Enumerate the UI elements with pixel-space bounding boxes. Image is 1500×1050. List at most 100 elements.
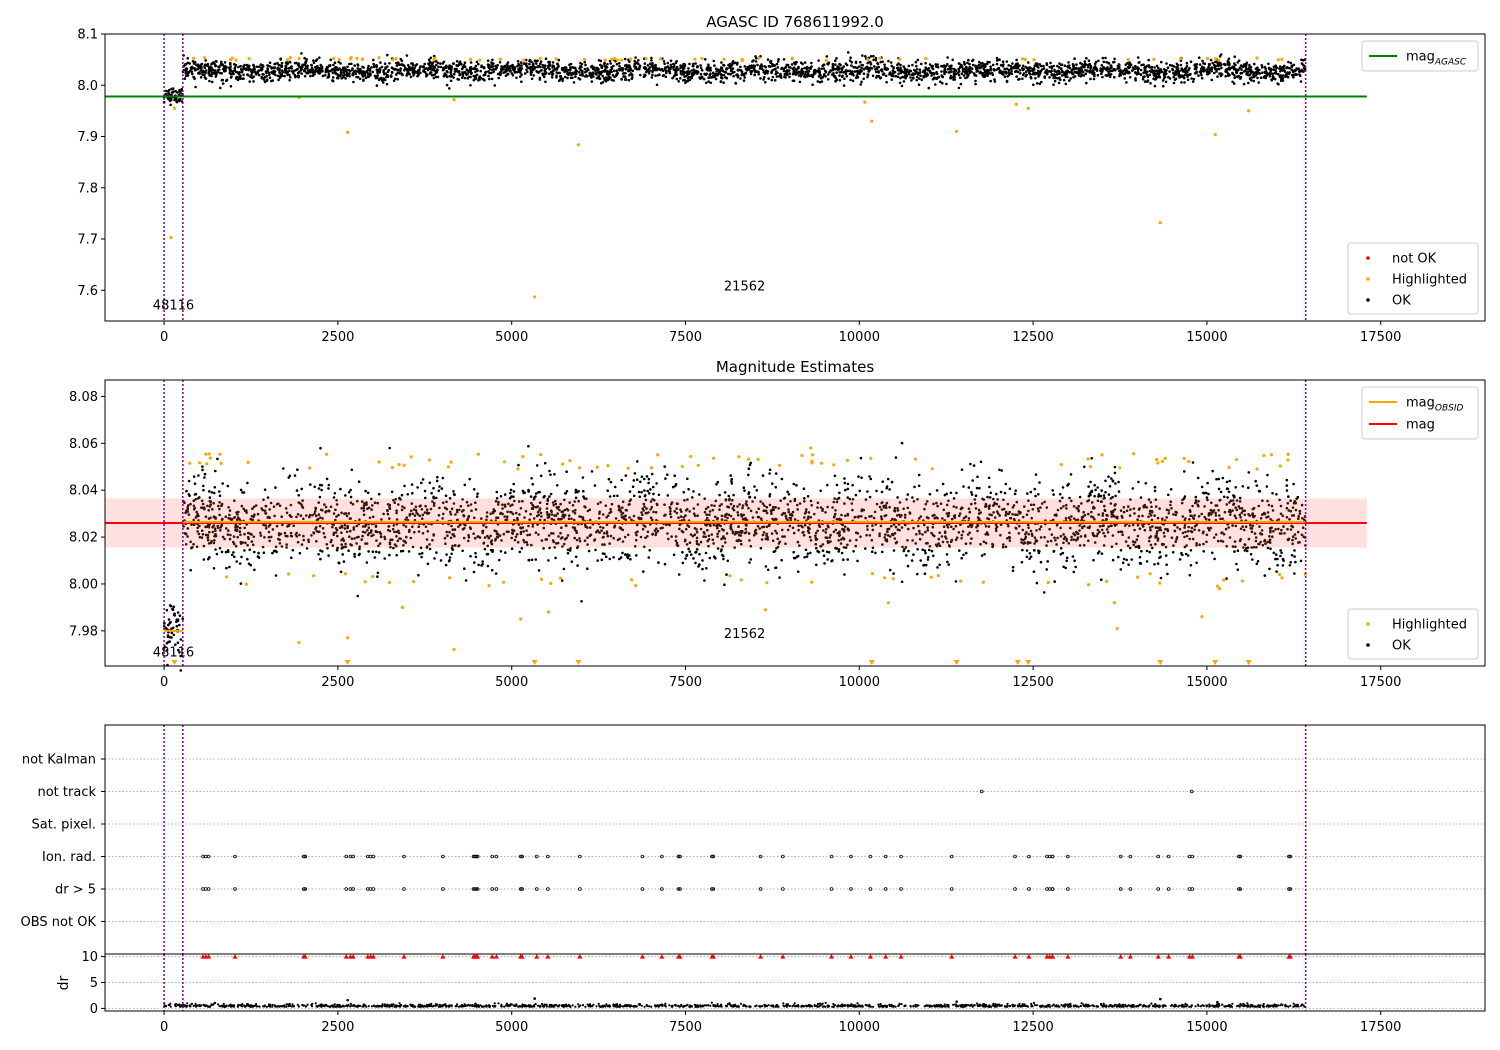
ok-point: [462, 536, 466, 540]
ok-point: [679, 66, 682, 70]
ok-point: [905, 70, 909, 73]
ok-point: [1091, 72, 1094, 75]
ok-point: [287, 66, 290, 70]
ok-point: [833, 474, 837, 478]
ok-point: [747, 68, 751, 71]
ok-point: [556, 512, 559, 515]
ok-point: [600, 529, 603, 532]
ok-point: [490, 61, 493, 64]
ok-point: [1050, 69, 1053, 73]
ok-point: [632, 514, 636, 518]
ok-point: [747, 532, 751, 535]
ok-point: [310, 66, 314, 70]
ok-point: [1002, 70, 1005, 74]
ok-point: [358, 77, 362, 81]
ok-point: [886, 528, 889, 531]
ok-point: [234, 70, 238, 74]
ok-point: [667, 537, 670, 541]
ok-point: [1058, 62, 1061, 65]
ok-point: [753, 73, 756, 77]
ok-point: [198, 65, 201, 68]
ok-point: [675, 541, 679, 545]
ok-point: [209, 516, 212, 520]
ok-point: [455, 508, 459, 512]
ok-point: [466, 77, 470, 80]
ok-point: [688, 78, 692, 82]
ok-point: [485, 515, 489, 518]
ok-point: [572, 81, 576, 84]
ok-point: [1121, 533, 1124, 536]
ok-point: [556, 62, 559, 66]
ok-point: [296, 468, 299, 472]
ok-point: [991, 73, 995, 77]
ok-point: [622, 75, 626, 78]
ok-point: [412, 69, 416, 72]
ok-point: [636, 460, 639, 463]
ok-point: [312, 531, 316, 535]
legend-label: Highlighted: [1392, 273, 1467, 288]
ok-point: [295, 489, 299, 492]
ok-point: [904, 74, 907, 77]
ok-point: [1281, 74, 1285, 77]
ok-point: [502, 532, 506, 536]
ok-point: [435, 63, 438, 67]
ok-point: [463, 71, 467, 74]
ok-point: [688, 510, 691, 513]
ok-point: [751, 60, 754, 63]
ok-point: [430, 71, 433, 74]
ok-point: [748, 64, 751, 68]
ok-point: [951, 58, 954, 62]
ok-point: [1253, 532, 1257, 535]
ok-point: [787, 65, 791, 69]
ok-point: [1005, 79, 1009, 83]
ok-point: [266, 67, 269, 70]
ok-point: [412, 71, 415, 75]
ok-point: [1112, 60, 1115, 64]
ok-point: [1090, 501, 1094, 504]
ok-point: [262, 78, 266, 81]
ok-point: [1209, 67, 1212, 70]
ok-point: [293, 61, 297, 65]
ok-point: [367, 64, 370, 68]
ok-point: [872, 54, 875, 58]
ok-point: [568, 63, 571, 66]
ok-point: [938, 563, 941, 567]
ok-point: [1105, 74, 1109, 77]
ok-point: [1035, 64, 1038, 68]
ok-point: [1239, 71, 1243, 75]
ok-point: [347, 549, 350, 552]
ok-point: [749, 558, 753, 561]
ok-point: [1264, 76, 1267, 80]
ok-point: [228, 565, 231, 569]
ok-point: [942, 64, 946, 67]
ok-point: [230, 72, 234, 76]
ok-point: [221, 82, 225, 85]
ok-point: [273, 66, 276, 70]
ok-point: [428, 60, 432, 64]
ok-point: [453, 67, 457, 71]
ok-point: [957, 86, 961, 90]
ok-point: [1290, 65, 1294, 69]
ok-point: [1163, 535, 1166, 538]
ok-point: [792, 79, 796, 83]
ok-point: [1270, 504, 1274, 508]
ok-point: [1094, 66, 1098, 70]
ok-point: [585, 74, 588, 77]
ok-point: [436, 68, 439, 72]
ok-point: [822, 63, 825, 67]
ok-point: [1164, 80, 1168, 84]
ok-point: [931, 72, 935, 75]
ok-point: [461, 66, 465, 69]
ok-point: [625, 63, 628, 67]
ok-point: [578, 78, 582, 81]
ok-point: [809, 516, 813, 519]
ok-point: [410, 62, 413, 65]
ok-point: [724, 71, 728, 74]
ok-point: [800, 73, 804, 76]
ok-point: [253, 550, 256, 554]
ok-point: [1009, 516, 1013, 520]
ok-point: [737, 68, 740, 72]
highlighted-point: [898, 57, 902, 61]
ok-point: [920, 62, 923, 66]
